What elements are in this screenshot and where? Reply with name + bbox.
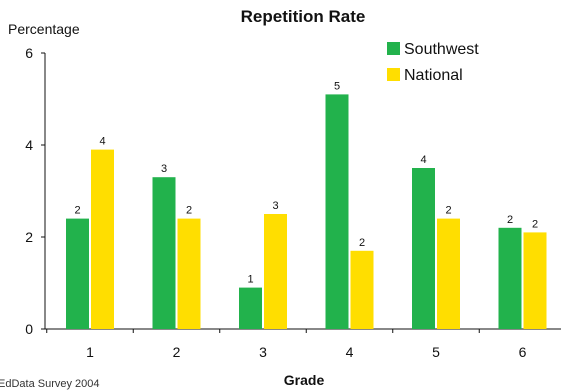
x-tick-label: 3 xyxy=(259,344,267,360)
data-label-southwest-grade-3: 1 xyxy=(247,274,253,286)
bar-national-grade-3 xyxy=(264,214,287,329)
y-tick-label: 6 xyxy=(25,45,33,61)
data-label-national-grade-4: 2 xyxy=(359,237,365,249)
data-label-southwest-grade-4: 5 xyxy=(334,80,340,92)
bars xyxy=(66,94,547,330)
data-label-southwest-grade-2: 3 xyxy=(161,163,167,175)
y-ticks: 0 2 4 6 xyxy=(25,45,45,337)
legend-label-national: National xyxy=(404,67,463,84)
data-label-southwest-grade-1: 2 xyxy=(74,205,80,217)
data-labels: 2 3 1 5 4 2 4 2 3 2 2 2 xyxy=(74,80,538,285)
data-label-national-grade-1: 4 xyxy=(99,136,105,148)
data-label-national-grade-2: 2 xyxy=(186,205,192,217)
source-note: EdData Survey 2004 xyxy=(0,378,100,390)
bar-southwest-grade-2 xyxy=(152,177,176,329)
bar-southwest-grade-6 xyxy=(498,227,522,329)
x-tick-label: 1 xyxy=(86,344,94,360)
y-tick-label: 4 xyxy=(25,137,33,153)
legend-swatch-national xyxy=(387,68,400,81)
chart-title: Repetition Rate xyxy=(241,7,366,26)
bar-southwest-grade-3 xyxy=(239,287,262,329)
y-tick-label: 0 xyxy=(25,321,33,337)
bar-national-grade-1 xyxy=(91,149,114,329)
legend-swatch-southwest xyxy=(387,42,400,55)
x-ticks: 1 2 3 4 5 6 xyxy=(46,329,527,360)
y-axis-title: Percentage xyxy=(8,21,80,37)
legend-label-southwest: Southwest xyxy=(404,41,479,58)
data-label-southwest-grade-5: 4 xyxy=(420,154,426,166)
x-tick-label: 6 xyxy=(519,344,527,360)
y-tick-label: 2 xyxy=(25,229,33,245)
x-tick-label: 4 xyxy=(346,344,354,360)
x-tick-label: 2 xyxy=(173,344,181,360)
data-label-southwest-grade-6: 2 xyxy=(507,214,513,226)
x-axis-title: Grade xyxy=(284,372,325,388)
bar-southwest-grade-1 xyxy=(66,218,89,329)
bar-southwest-grade-4 xyxy=(325,94,349,330)
data-label-national-grade-3: 3 xyxy=(272,200,278,212)
x-tick-label: 5 xyxy=(432,344,440,360)
legend: Southwest National xyxy=(387,41,479,84)
bar-southwest-grade-5 xyxy=(412,168,435,329)
bar-national-grade-2 xyxy=(177,218,201,329)
bar-national-grade-6 xyxy=(523,232,547,329)
data-label-national-grade-5: 2 xyxy=(445,205,451,217)
bar-national-grade-5 xyxy=(437,218,460,329)
bar-national-grade-4 xyxy=(350,250,374,329)
data-label-national-grade-6: 2 xyxy=(532,218,538,230)
